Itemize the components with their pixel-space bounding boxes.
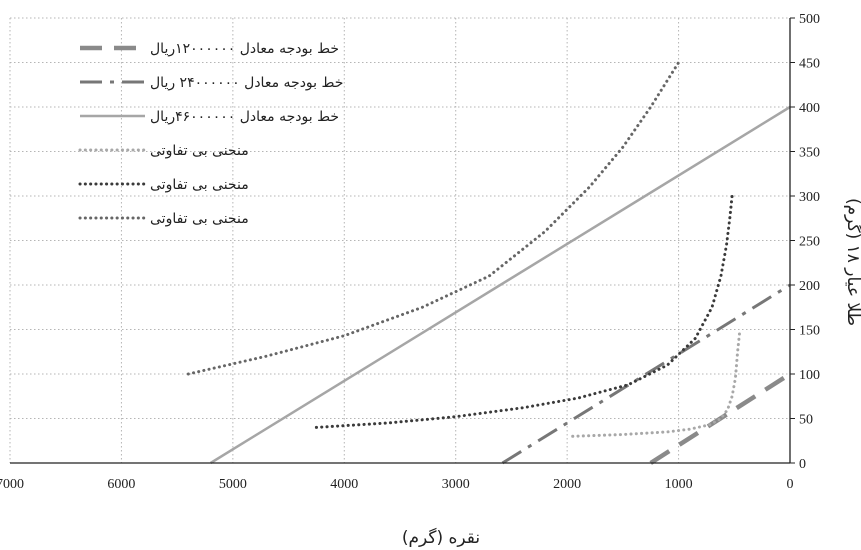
x-tick-label-7: 0 <box>787 477 794 492</box>
plot-frame <box>10 17 795 464</box>
y-tick-label-0: 0 <box>799 457 806 472</box>
legend-label-6: منحنی بی تفاوتی <box>150 211 249 227</box>
y-tick-label-6: 300 <box>799 190 820 205</box>
y-tick-label-7: 350 <box>799 146 820 161</box>
y-tick-label-3: 150 <box>799 324 820 339</box>
x-tick-label-5: 2000 <box>553 477 581 492</box>
series-6-line <box>186 61 681 376</box>
series-5-line <box>314 194 734 429</box>
x-tick-label-6: 1000 <box>665 477 693 492</box>
y-tick-label-4: 200 <box>799 279 820 294</box>
y-tick-label-1: 50 <box>799 413 813 428</box>
x-axis-label: نقره (گرم) <box>402 527 480 548</box>
series-1-line <box>649 372 792 465</box>
series-layer <box>186 61 792 465</box>
y-tick-label-9: 450 <box>799 57 820 72</box>
series-3-line <box>209 105 791 465</box>
legend-label-2: خط بودجه معادل ۲۴۰۰۰۰۰۰ ریال <box>150 75 343 91</box>
series-4-line <box>571 328 742 438</box>
legend: خط بودجه معادل ۱۲۰۰۰۰۰۰ریال خط بودجه معاد… <box>78 41 343 227</box>
x-tick-labels: 7000 6000 5000 4000 3000 2000 1000 0 <box>0 477 794 492</box>
y-tick-labels: 0 50 100 150 200 250 300 350 400 450 500 <box>799 12 820 472</box>
y-tick-label-10: 500 <box>799 12 820 27</box>
legend-label-3: خط بودجه معادل ۴۶۰۰۰۰۰۰ریال <box>150 109 339 125</box>
legend-label-4: منحنی بی تفاوتی <box>150 143 249 159</box>
y-tick-label-2: 100 <box>799 368 820 383</box>
x-tick-label-4: 3000 <box>442 477 470 492</box>
x-tick-label-3: 4000 <box>330 477 358 492</box>
y-axis-label: طلا عیار ۱۸ (گرم) <box>843 198 861 326</box>
y-tick-label-5: 250 <box>799 235 820 250</box>
y-tick-label-8: 400 <box>799 101 820 116</box>
x-tick-label-0: 7000 <box>0 477 24 492</box>
legend-label-5: منحنی بی تفاوتی <box>150 177 249 193</box>
x-tick-label-2: 5000 <box>219 477 247 492</box>
grid <box>9 17 791 464</box>
legend-label-1: خط بودجه معادل ۱۲۰۰۰۰۰۰ریال <box>150 41 339 57</box>
series-2-line <box>501 283 791 465</box>
x-tick-label-1: 6000 <box>107 477 135 492</box>
